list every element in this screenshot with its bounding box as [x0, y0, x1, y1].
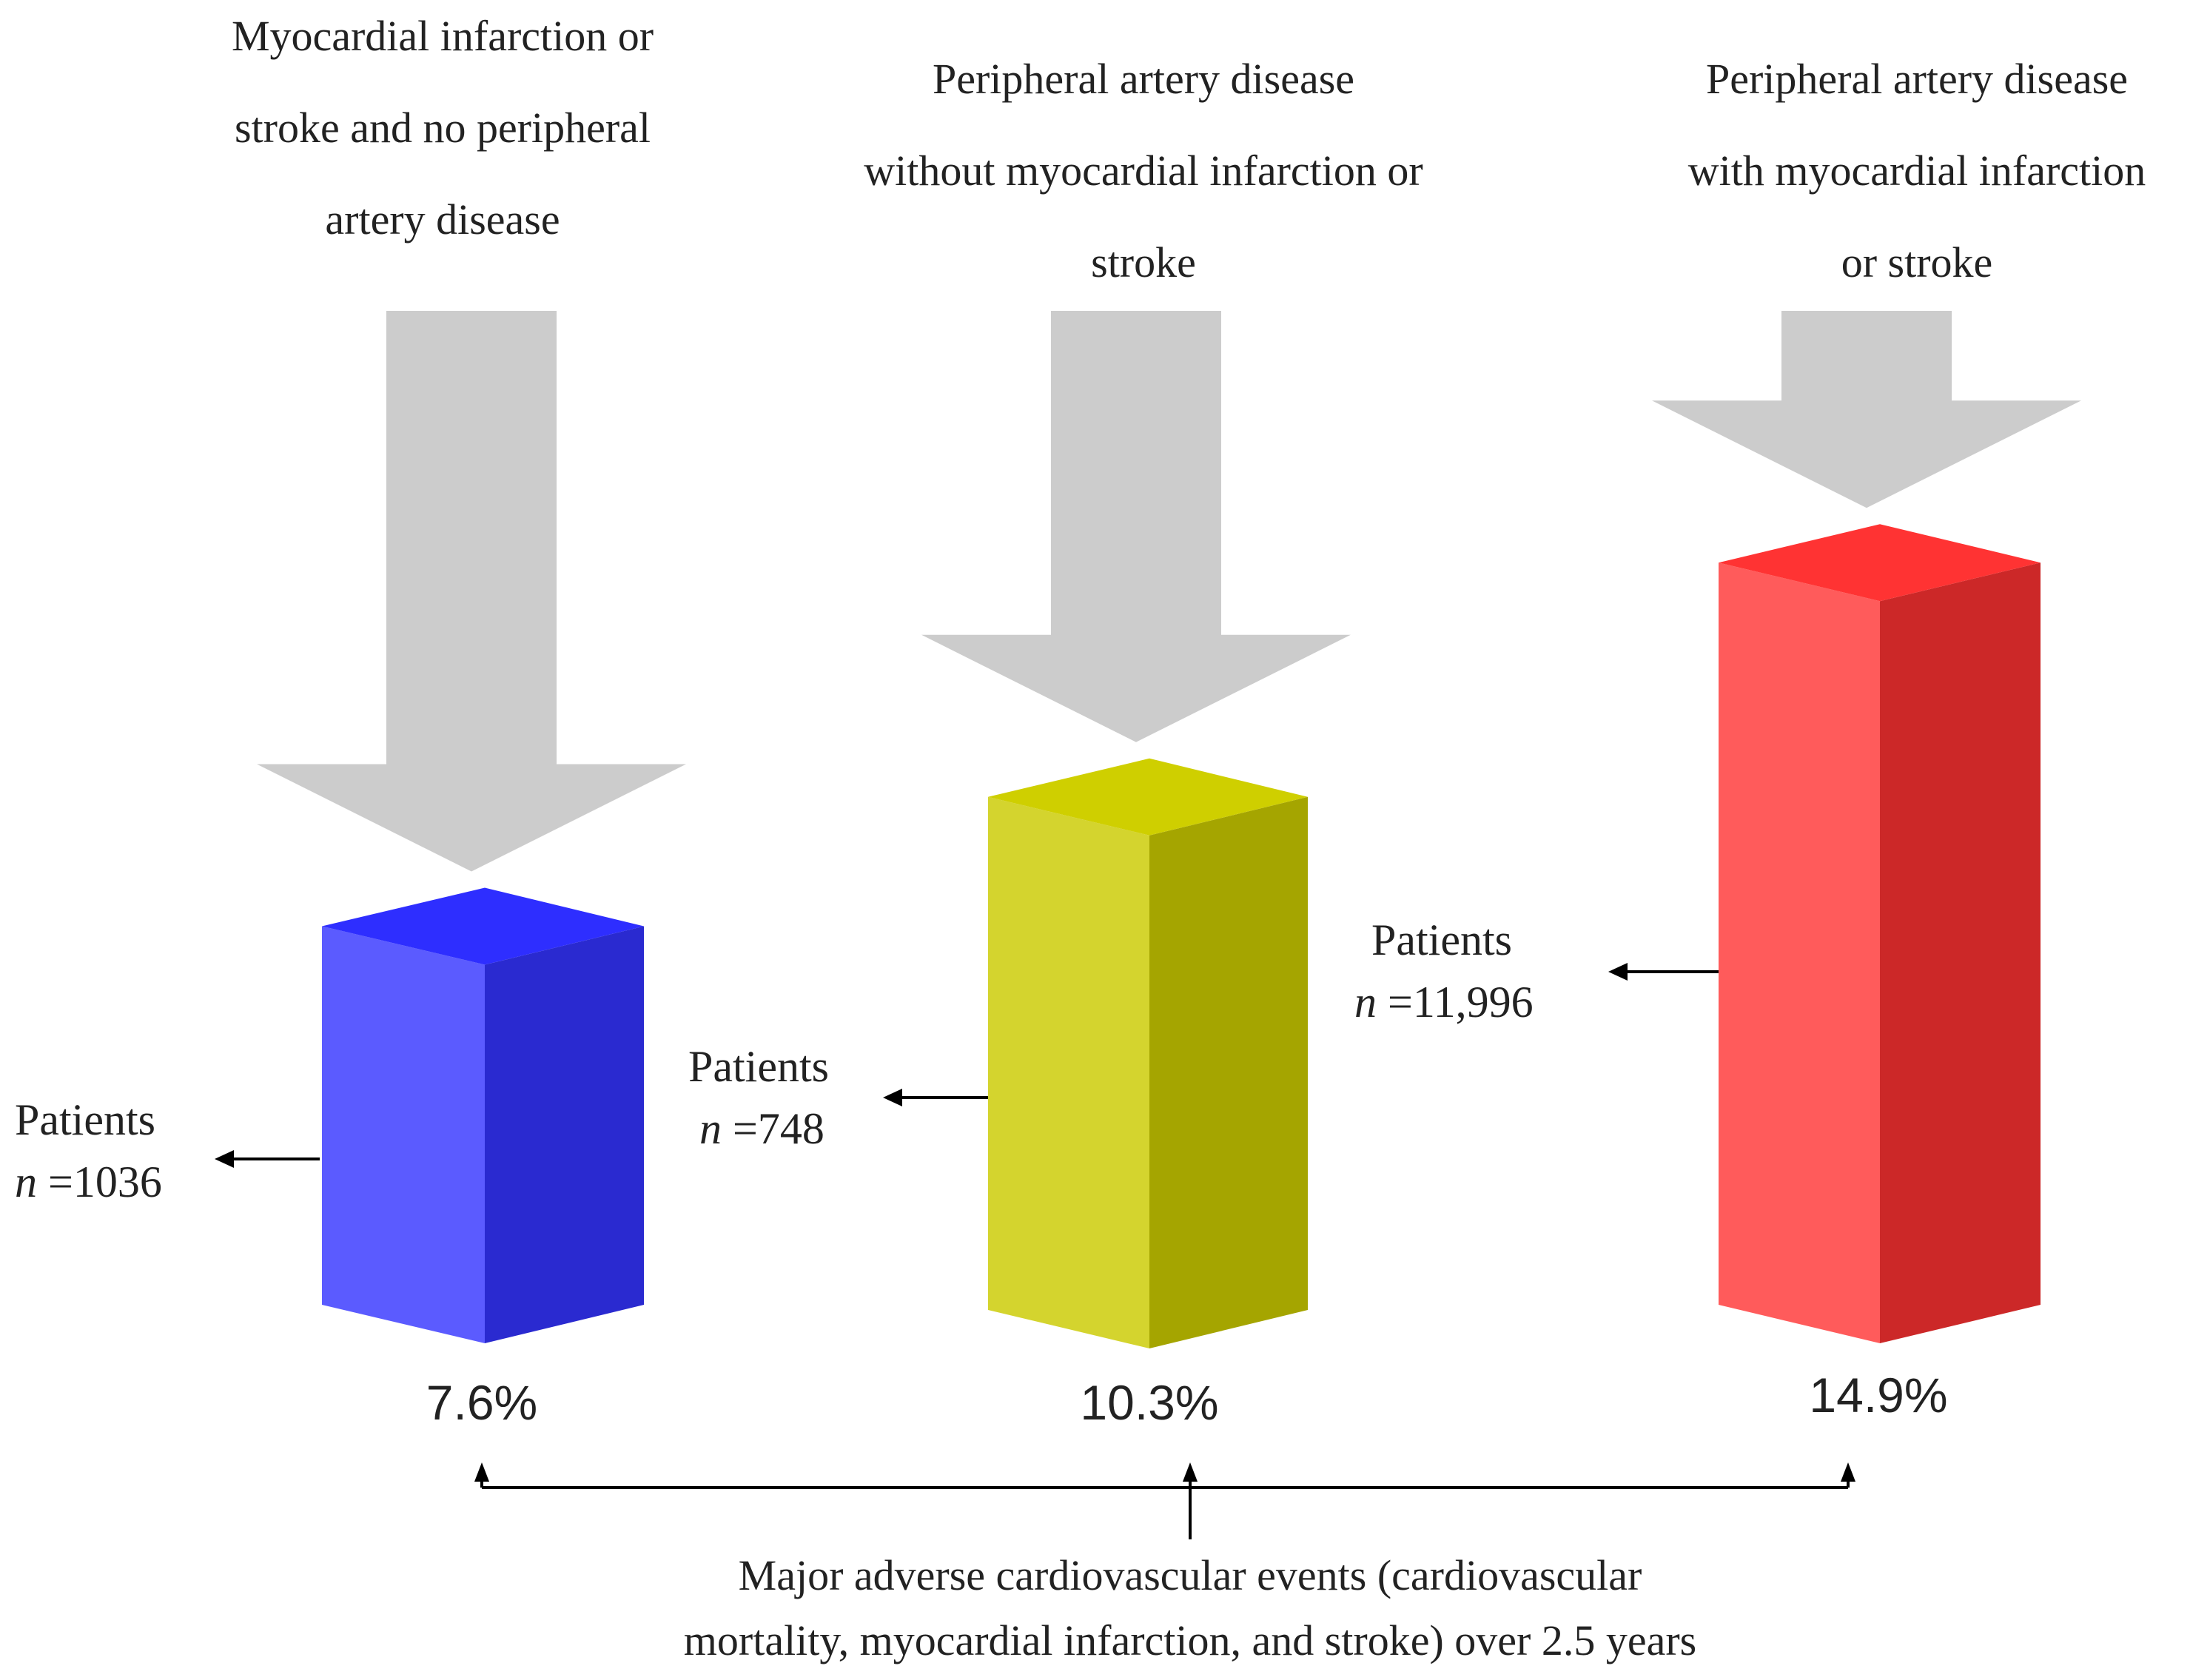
n-symbol: n [699, 1104, 722, 1153]
patients-pointer-1-head [215, 1150, 234, 1168]
bracket-stem-head [1183, 1462, 1198, 1482]
patients-label-3-title: Patients [1371, 915, 1512, 964]
patients-label-2-count: n =748 [699, 1104, 824, 1153]
bars [322, 524, 2041, 1348]
down-arrow-1 [257, 311, 686, 872]
category-header-2-line-1: Peripheral artery disease [933, 55, 1354, 103]
patients-label-3: Patients n =11,996 [1354, 915, 1534, 1027]
patients-label-3-count: n =11,996 [1354, 978, 1534, 1027]
category-header-3-line-3: or stroke [1841, 238, 1993, 286]
patients-label-1-count: n =1036 [15, 1157, 162, 1206]
category-header-1-line-2: stroke and no peripheral [235, 104, 651, 152]
patients-pointer-3-head [1608, 963, 1628, 981]
patients-label-1-title: Patients [15, 1095, 155, 1144]
bar-3-front-face [1719, 562, 1880, 1343]
down-arrow-2 [921, 311, 1351, 742]
category-header-2-line-3: stroke [1091, 238, 1196, 286]
patients-count-2: 748 [758, 1104, 824, 1153]
bracket-tick-3-head [1841, 1462, 1855, 1482]
category-header-1: Myocardial infarction or stroke and no p… [232, 12, 654, 243]
n-symbol: n [15, 1157, 37, 1206]
footer-line-2: mortality, myocardial infarction, and st… [684, 1616, 1696, 1664]
patients-pointer-arrows [215, 963, 1719, 1168]
category-header-3-line-2: with myocardial infarction [1688, 147, 2146, 195]
value-label-1: 7.6% [426, 1375, 537, 1430]
bar-1-side-face [485, 926, 644, 1343]
bar-1-top-face [322, 887, 644, 965]
category-header-2: Peripheral artery disease without myocar… [864, 55, 1423, 286]
patients-count-3: 11,996 [1413, 978, 1534, 1027]
bar-2-front-face [988, 796, 1149, 1348]
patients-label-2-title: Patients [688, 1042, 829, 1091]
category-header-2-line-2: without myocardial infarction or [864, 147, 1423, 195]
bar-2 [988, 758, 1308, 1348]
value-label-3: 14.9% [1809, 1368, 1947, 1422]
footer-line-1: Major adverse cardiovascular events (car… [739, 1551, 1642, 1599]
down-arrow-3 [1652, 311, 2081, 508]
bar-1-front-face [322, 926, 485, 1343]
category-header-3-line-1: Peripheral artery disease [1706, 55, 2128, 103]
bar-2-top-face [988, 758, 1308, 836]
n-symbol: n [1354, 978, 1377, 1027]
down-arrows [257, 311, 2081, 872]
bar-1 [322, 887, 644, 1343]
category-header-1-line-1: Myocardial infarction or [232, 12, 654, 60]
category-header-3: Peripheral artery disease with myocardia… [1688, 55, 2146, 286]
bar-2-side-face [1149, 796, 1308, 1348]
category-header-1-line-3: artery disease [325, 195, 560, 243]
bar-3-top-face [1719, 524, 2041, 602]
bracket-tick-1-head [474, 1462, 489, 1482]
patients-label-1: Patients n =1036 [15, 1095, 162, 1206]
patients-label-2: Patients n =748 [688, 1042, 829, 1153]
patients-pointer-2-head [883, 1089, 902, 1106]
value-label-2: 10.3% [1080, 1375, 1218, 1430]
events-bracket [474, 1462, 1855, 1539]
bar-3-side-face [1880, 562, 2041, 1343]
bar-3 [1719, 524, 2041, 1343]
patients-count-1: 1036 [73, 1157, 162, 1206]
